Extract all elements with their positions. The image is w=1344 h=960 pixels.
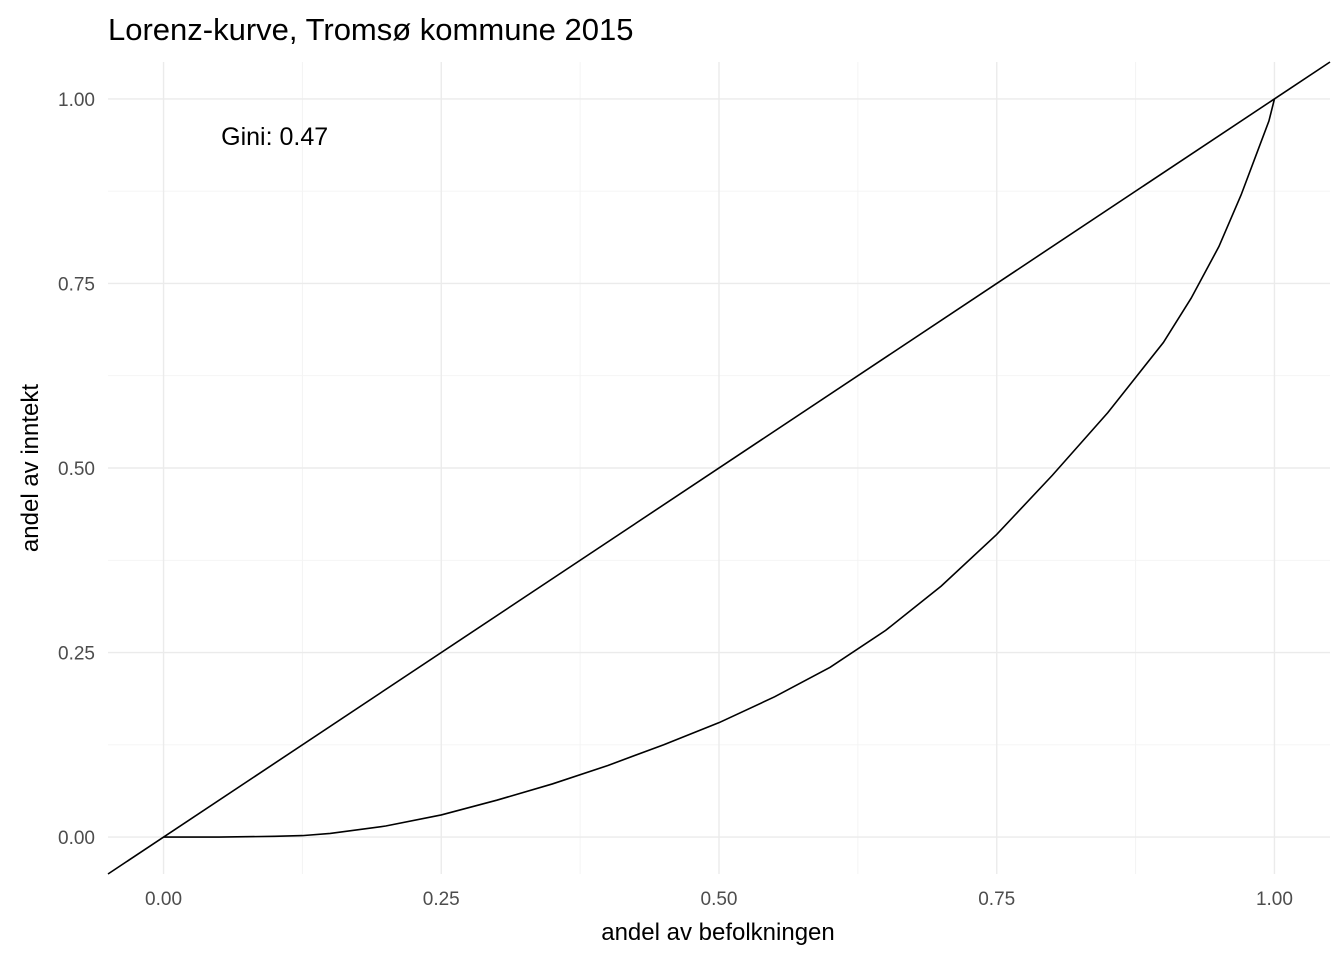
y-tick-label: 0.25 xyxy=(58,644,95,665)
lorenz-curve xyxy=(163,98,1276,838)
y-tick-label: 0.75 xyxy=(58,274,95,295)
x-axis-ticks: 0.00 0.25 0.50 0.75 1.00 xyxy=(145,889,1293,910)
x-axis-title: andel av befolkningen xyxy=(601,919,835,946)
chart-title: Lorenz-kurve, Tromsø kommune 2015 xyxy=(108,12,634,47)
x-tick-label: 0.00 xyxy=(145,889,182,910)
x-tick-label: 1.00 xyxy=(1256,889,1293,910)
grid-lines xyxy=(108,62,1330,874)
y-tick-label: 1.00 xyxy=(58,90,95,111)
y-tick-label: 0.00 xyxy=(58,828,95,849)
x-tick-label: 0.25 xyxy=(423,889,460,910)
gini-annotation: Gini: 0.47 xyxy=(221,123,328,151)
plot-series xyxy=(107,61,1331,875)
x-tick-label: 0.50 xyxy=(701,889,738,910)
y-axis-title: andel av inntekt xyxy=(17,384,44,552)
equality-line xyxy=(107,61,1331,875)
x-tick-label: 0.75 xyxy=(978,889,1015,910)
y-tick-label: 0.50 xyxy=(58,459,95,480)
y-axis-ticks: 0.00 0.25 0.50 0.75 1.00 xyxy=(58,90,95,849)
